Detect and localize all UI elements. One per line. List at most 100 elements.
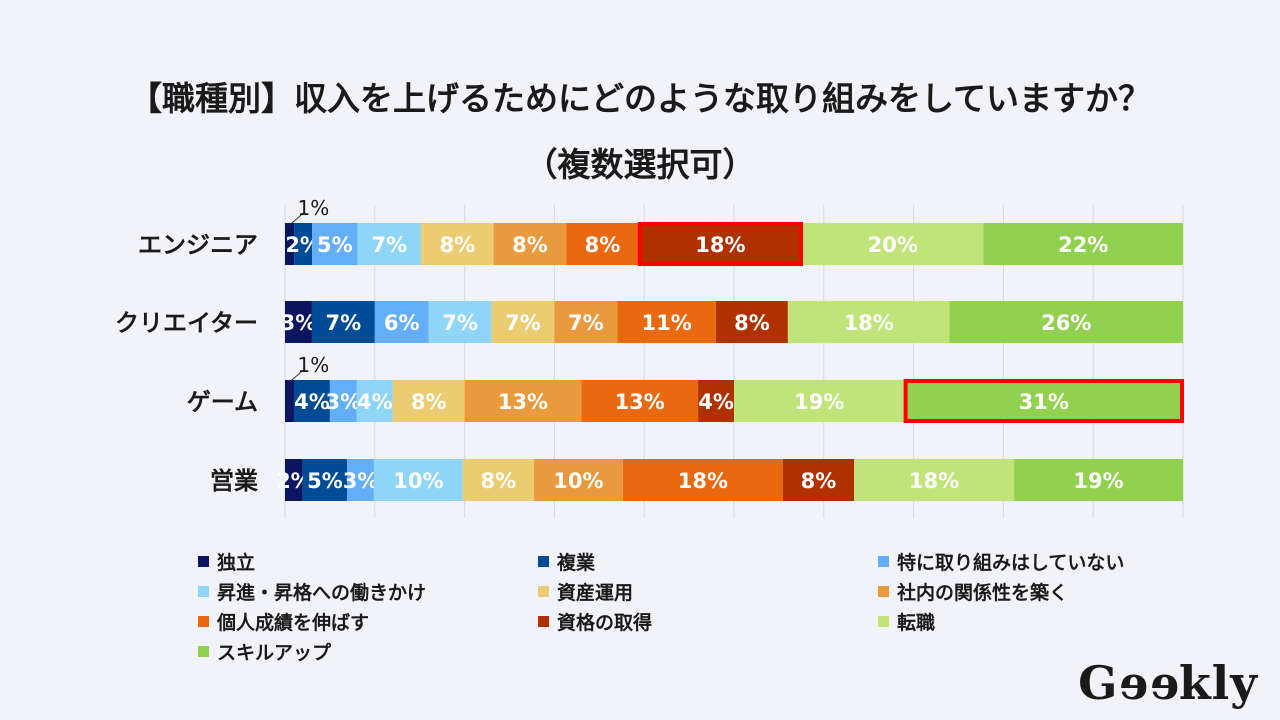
bar-segment	[462, 459, 534, 501]
bar-segment	[285, 459, 303, 501]
bar-segment	[904, 380, 1183, 422]
data-label: 18%	[678, 469, 728, 493]
bar-segment	[638, 223, 803, 265]
bar-segment	[802, 223, 984, 265]
highlight-box	[637, 222, 804, 266]
bar-segment	[285, 380, 294, 422]
bar-segment	[312, 223, 358, 265]
legend-label: 資格の取得	[557, 611, 652, 634]
legend-label: 昇進・昇格への働きかけ	[217, 581, 426, 604]
bar-segment	[374, 301, 429, 343]
data-label: 4%	[357, 390, 393, 414]
data-label: 8%	[481, 469, 517, 493]
data-label: 7%	[568, 311, 604, 335]
data-label: 8%	[440, 233, 476, 257]
legend-swatch	[878, 556, 889, 567]
bar-segment	[787, 301, 950, 343]
bar-segment	[356, 380, 393, 422]
category-label: ゲーム	[187, 388, 258, 416]
bar-segment	[302, 459, 348, 501]
data-label: 8%	[512, 233, 548, 257]
bar-segment	[734, 380, 905, 422]
chart-subtitle: （複数選択可）	[524, 145, 756, 184]
leader-line	[289, 369, 304, 383]
leader-line	[289, 212, 304, 226]
bar-segment	[854, 459, 1015, 501]
legend-label: 個人成績を伸ばす	[216, 611, 369, 634]
data-label: 8%	[734, 311, 770, 335]
legend-label: 複業	[556, 551, 596, 574]
legend-label: 資産運用	[557, 581, 633, 604]
data-label: 11%	[642, 311, 692, 335]
legend-swatch	[878, 586, 889, 597]
bar-segment	[294, 223, 313, 265]
bar-segment	[1014, 459, 1183, 501]
bar-segment	[617, 301, 717, 343]
bar-segment	[285, 223, 295, 265]
bar-segment	[698, 380, 734, 422]
bar-segment	[357, 223, 422, 265]
legend-label: 独立	[217, 551, 255, 574]
data-label: 13%	[498, 390, 548, 414]
bar-segment	[329, 380, 357, 422]
bar-segment	[373, 459, 463, 501]
data-label: 7%	[371, 233, 407, 257]
bar-segment	[428, 301, 492, 343]
bar-segment	[533, 459, 623, 501]
bar-segment	[285, 301, 312, 343]
data-label: 4%	[294, 390, 330, 414]
bar-segment	[491, 301, 555, 343]
data-label: 1%	[298, 196, 330, 220]
bar-segment	[716, 301, 788, 343]
data-label: 4%	[698, 390, 734, 414]
legend-label: 社内の関係性を築く	[896, 581, 1068, 604]
data-label: 26%	[1041, 311, 1091, 335]
bar-segment	[392, 380, 465, 422]
data-label: 7%	[326, 311, 362, 335]
highlight-box	[903, 379, 1184, 423]
data-label: 5%	[307, 469, 343, 493]
data-label: 13%	[615, 390, 665, 414]
bar-segment	[581, 380, 699, 422]
data-label: 7%	[442, 311, 478, 335]
category-label: 営業	[210, 467, 258, 495]
data-label: 10%	[393, 469, 443, 493]
data-label: 3%	[326, 390, 362, 414]
chart-title: 【職種別】収入を上げるためにどのような取り組みをしていますか？	[128, 79, 1151, 118]
bar-segment	[566, 223, 639, 265]
bar-segment	[782, 459, 855, 501]
bar-segment	[554, 301, 618, 343]
category-label: エンジニア	[138, 231, 258, 259]
data-label: 8%	[801, 469, 837, 493]
data-label: 8%	[585, 233, 621, 257]
legend-label: スキルアップ	[217, 641, 332, 664]
legend-swatch	[878, 616, 889, 627]
bar-segment	[311, 301, 375, 343]
bar-segment	[293, 380, 330, 422]
bar-segment	[622, 459, 783, 501]
data-label: 19%	[794, 390, 844, 414]
data-label: 3%	[281, 311, 317, 335]
bar-segment	[421, 223, 494, 265]
legend-label: 転職	[897, 611, 935, 634]
data-label: 18%	[909, 469, 959, 493]
bar-segment	[983, 223, 1183, 265]
data-label: 8%	[411, 390, 447, 414]
legend-swatch	[198, 586, 209, 597]
data-label: 19%	[1073, 469, 1123, 493]
geekly-logo: Geekly	[1078, 656, 1258, 710]
legend-swatch	[198, 646, 209, 657]
legend-swatch	[198, 556, 209, 567]
bar-segment	[493, 223, 567, 265]
legend-swatch	[198, 616, 209, 627]
data-label: 20%	[868, 233, 918, 257]
data-label: 10%	[553, 469, 603, 493]
legend-label: 特に取り組みはしていない	[897, 551, 1124, 574]
category-label: クリエイター	[115, 309, 258, 337]
data-label: 5%	[317, 233, 353, 257]
legend-swatch	[538, 616, 549, 627]
data-label: 6%	[384, 311, 420, 335]
legend-swatch	[538, 556, 549, 567]
bar-segment	[949, 301, 1183, 343]
